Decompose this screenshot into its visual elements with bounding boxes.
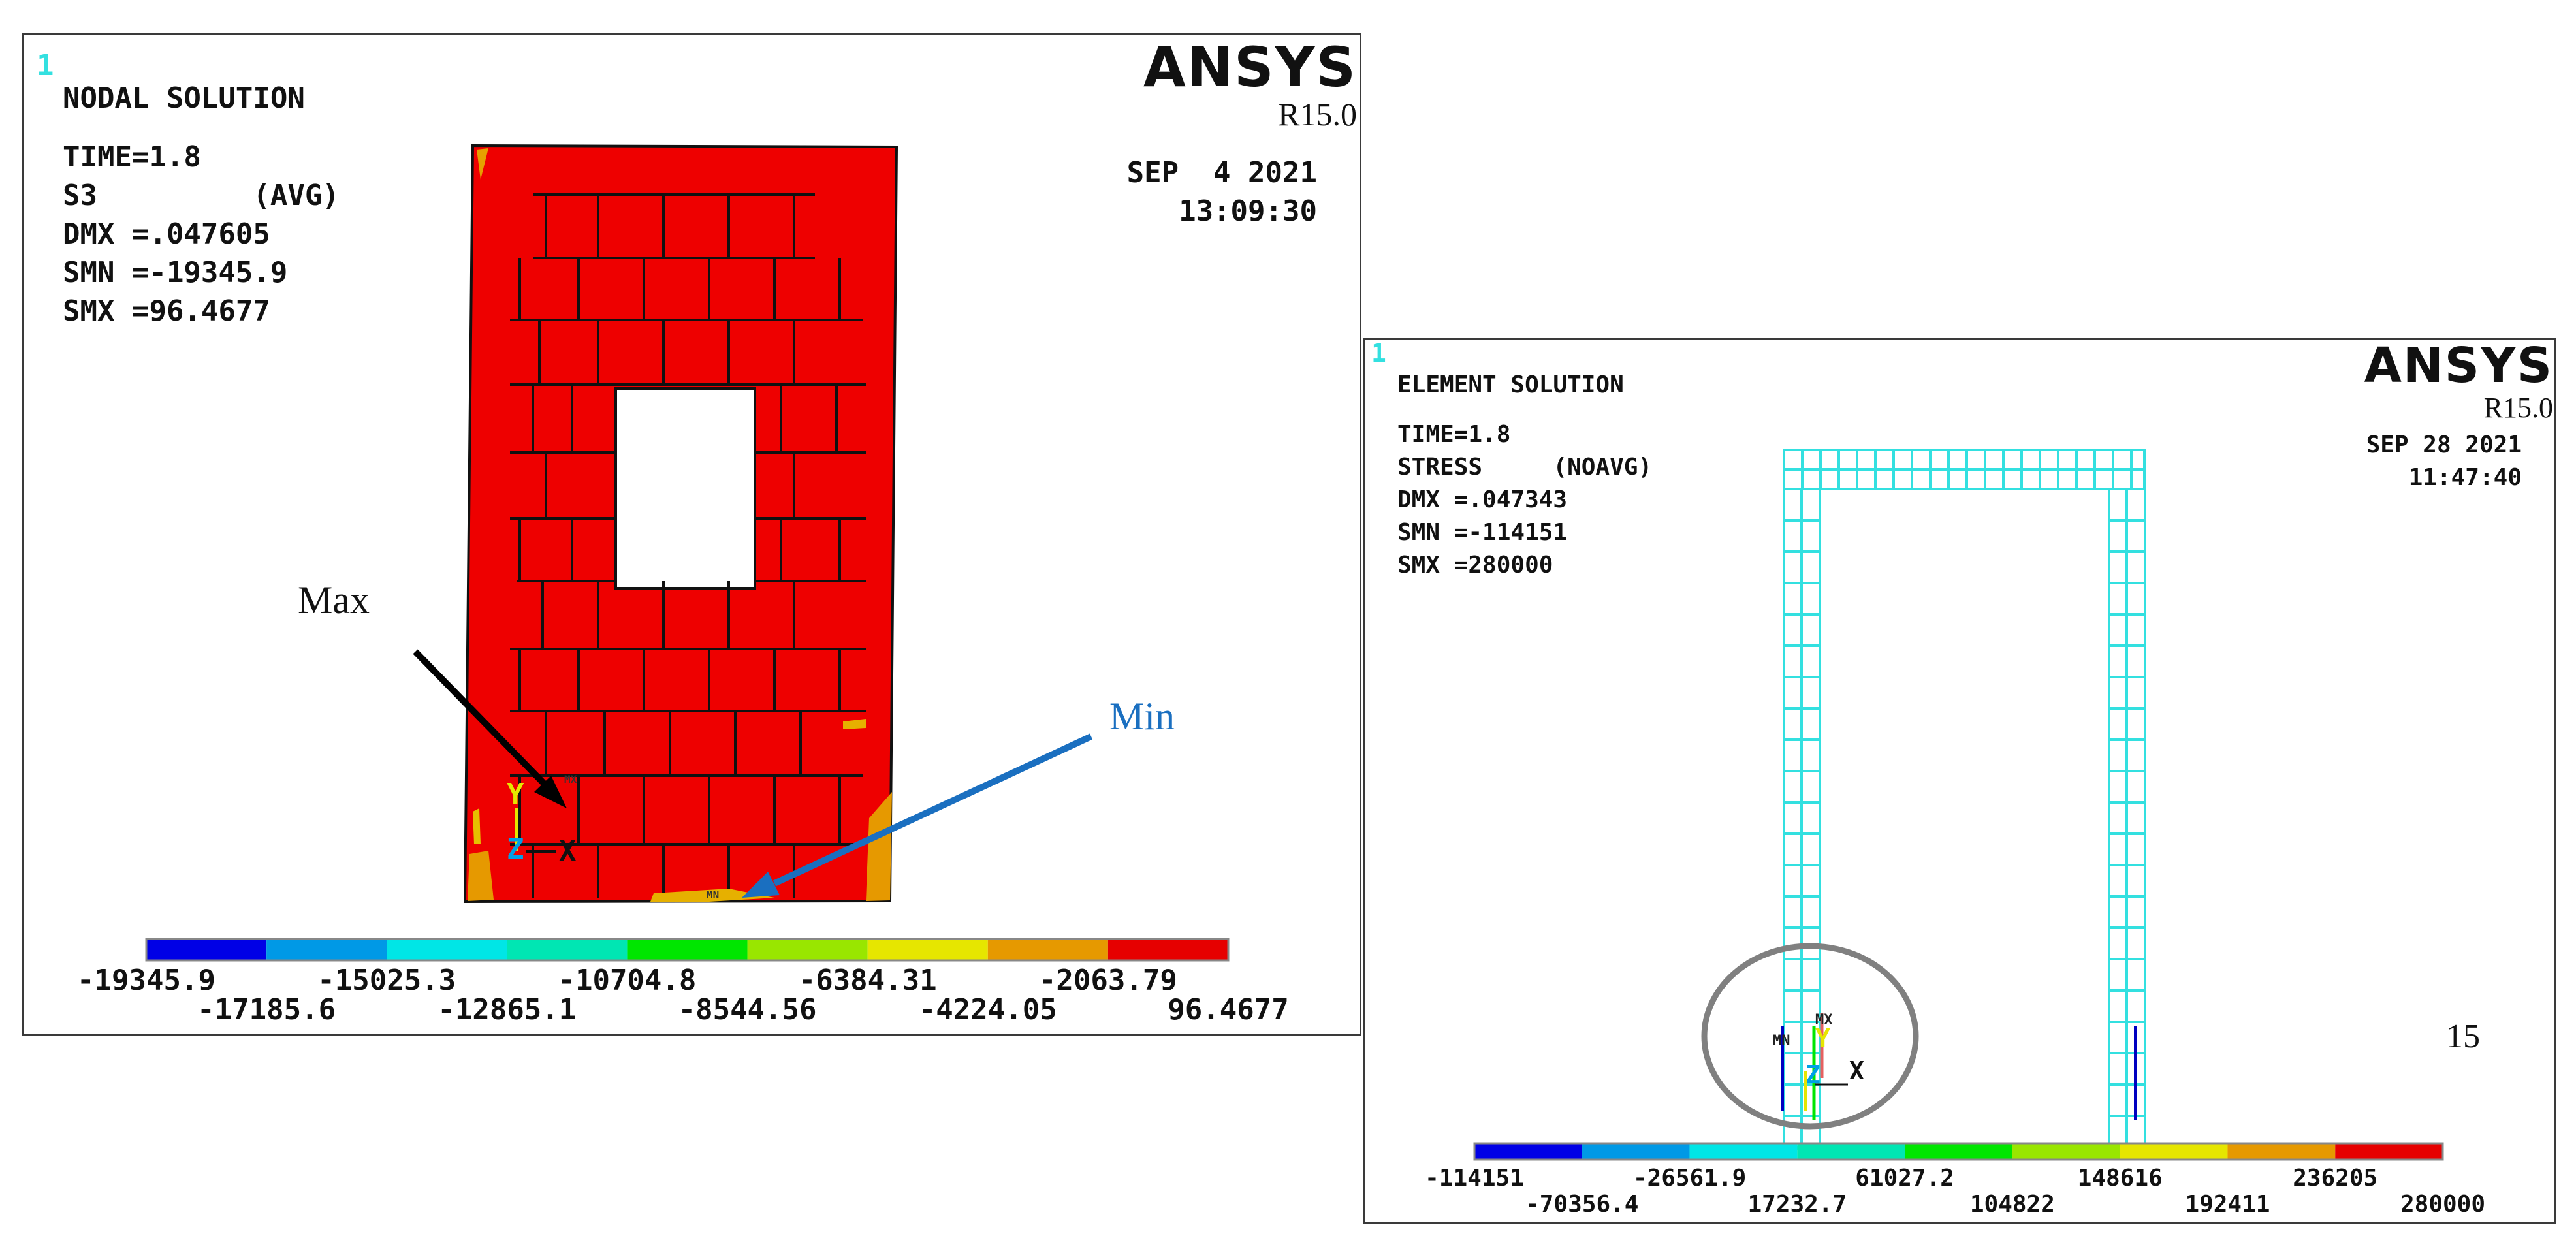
info-line-time: TIME=1.8 [1397,421,1511,448]
solution-title: NODAL SOLUTION [63,82,305,115]
legend-label: -114151 [1425,1165,1524,1192]
node-tag-mn: MN [1773,1033,1790,1049]
legend-label: -70356.4 [1525,1191,1638,1218]
contour-patch-bottom-base [650,889,774,902]
node-tag-mn: MN [707,889,719,901]
legend-label: -2063.79 [1039,964,1177,997]
legend-swatch [867,939,988,960]
solution-title: ELEMENT SOLUTION [1397,372,1624,398]
legend-label: 17232.7 [1747,1191,1847,1218]
triad-y-label: Y [1815,1024,1830,1053]
legend-swatch [387,939,507,960]
highlight-circle [1701,943,1919,1130]
legend-label: -15025.3 [317,964,456,997]
ansys-version: R15.0 [1278,96,1357,133]
solution-info: TIME=1.8 STRESS (NOAVG) DMX =.047343 SMN… [1397,419,1652,582]
legend-frame [1473,1142,2444,1161]
portal-frame-mesh-plot: MX MN Y Z X -114151 -26561.9 61027.2 148616… [1425,449,2485,1218]
info-line-smx: SMX =280000 [1397,552,1553,578]
legend-label: -12865.1 [437,993,576,1026]
contour-patch-top-left [477,148,488,180]
contour-patch-bottom-right [866,792,892,901]
info-line-dmx: DMX =.047343 [1397,486,1568,513]
legend-swatch [1905,1143,2012,1160]
plot-time: 11:47:40 [2408,464,2522,491]
legend-label: 148616 [2078,1165,2163,1192]
info-line-dmx: DMX =.047605 [63,217,270,251]
contour-patch-right-edge [843,719,866,729]
max-arrow-head [534,776,567,808]
legend-swatch [2335,1143,2443,1160]
node-tag-mx: MX [564,773,577,785]
legend-label: -19345.9 [77,964,215,997]
contour-legend: -114151 -26561.9 61027.2 148616 236205 -70356… [1425,1142,2485,1218]
legend-swatch [146,939,267,960]
ansys-brand: ANSYS [1143,35,1357,99]
legend-swatch [747,939,868,960]
legend-swatch [987,939,1108,960]
legend-label: -17185.6 [197,993,336,1026]
legend-label: -26561.9 [1633,1165,1746,1192]
legend-swatch [2120,1143,2228,1160]
node-tag-mx: MX [1815,1012,1833,1028]
legend-swatch [627,939,748,960]
legend-swatch [2227,1143,2336,1160]
legend-swatch [2012,1143,2120,1160]
ansys-logo: ANSYS R15.0 [2364,338,2553,424]
window-opening [614,387,756,590]
legend-label: 192411 [2185,1191,2270,1218]
page-number: 15 [2446,1018,2480,1055]
legend-frame [145,938,1230,962]
brick-joints [510,193,866,898]
legend-label: 96.4677 [1168,993,1288,1026]
info-line-smn: SMN =-114151 [1397,519,1568,546]
legend-swatch [1689,1143,1798,1160]
legend-swatch [1582,1143,1690,1160]
legend-swatch [1797,1143,1905,1160]
legend-label: -10704.8 [558,964,696,997]
plot-date: SEP 4 2021 [1126,156,1317,189]
legend-label: 236205 [2293,1165,2377,1192]
triad-y-label: Y [507,778,524,811]
info-line-smn: SMN =-19345.9 [63,256,288,289]
element-mesh [1783,449,2146,1150]
info-line-result: STRESS (NOAVG) [1397,454,1653,481]
min-arrow-head [742,872,780,898]
contour-patch-bottom-left [468,851,494,901]
ansys-brand: ANSYS [2364,338,2553,394]
ansys-logo: ANSYS R15.0 [1143,35,1357,133]
triad-z-label: Z [507,832,524,866]
legend-label: -6384.31 [799,964,937,997]
window-number: 1 [37,49,54,82]
legend-swatch [507,939,628,960]
contour-patch-left-strip [473,808,481,844]
solution-info: TIME=1.8 S3 (AVG) DMX =.047605 SMN =-193… [63,138,340,330]
triad-x-label: X [1849,1056,1864,1085]
min-annotation: Min [1109,695,1175,738]
legend-label: 280000 [2400,1191,2485,1218]
legend-swatch [1107,939,1228,960]
legend-label: 61027.2 [1855,1165,1954,1192]
legend-label: -8544.56 [678,993,817,1026]
max-arrow-line [413,649,549,788]
nodal-solution-panel: 1 NODAL SOLUTION TIME=1.8 S3 (AVG) DMX =… [22,33,1361,1036]
legend-label: 104822 [1970,1191,2055,1218]
legend-swatch [1474,1143,1582,1160]
legend-swatch [266,939,387,960]
element-solution-panel: 1 ELEMENT SOLUTION TIME=1.8 STRESS (NOAV… [1363,338,2556,1224]
contour-legend: -19345.9 -15025.3 -10704.8 -6384.31 -2063.79… [77,938,1289,1026]
plot-date: SEP 28 2021 [2366,432,2522,458]
info-line-time: TIME=1.8 [63,140,201,174]
wall-contour-plot: MX MN Y Z X -19345.9 -15025.3 -10704.8 -638… [77,144,1289,1026]
legend-label: -4224.05 [919,993,1057,1026]
min-arrow-line [772,733,1093,887]
window-number: 1 [1371,339,1386,368]
max-annotation: Max [298,578,370,622]
info-line-smx: SMX =96.4677 [63,294,270,328]
triad-x-label: X [559,834,577,868]
info-line-result: S3 (AVG) [63,179,340,212]
triad-z-label: Z [1805,1060,1821,1089]
plot-time: 13:09:30 [1179,195,1317,228]
ansys-version: R15.0 [2483,392,2553,424]
